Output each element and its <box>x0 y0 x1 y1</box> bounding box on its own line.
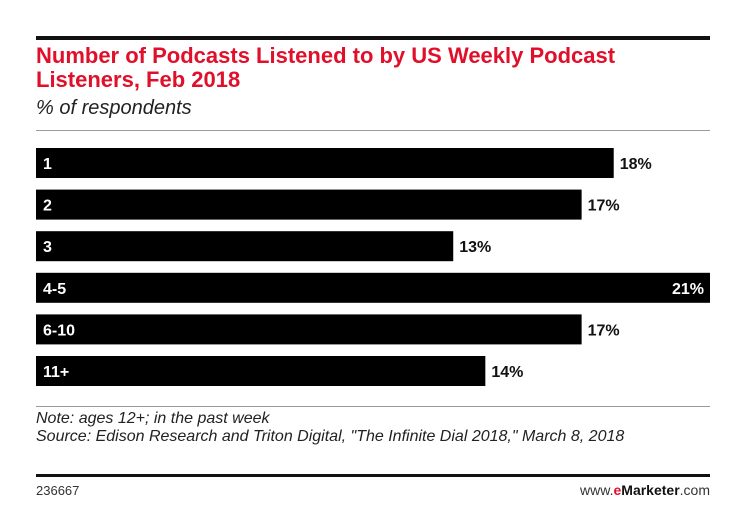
value-label-1: 18% <box>620 156 652 173</box>
value-label-6-10: 17% <box>588 322 620 339</box>
brand-name: Marketer <box>621 482 680 498</box>
chart-id: 236667 <box>36 483 80 498</box>
top-rule <box>36 36 710 40</box>
category-label-4-5: 4-5 <box>43 281 66 298</box>
value-label-3: 13% <box>459 239 491 256</box>
note-text: Note: ages 12+; in the past week <box>36 410 270 427</box>
brand-link[interactable]: www.eMarketer.com <box>580 482 710 498</box>
bar-6-10 <box>36 314 582 345</box>
bar-1 <box>36 148 614 178</box>
chart-notes: Note: ages 12+; in the past week Source:… <box>36 410 710 446</box>
category-label-1: 1 <box>43 156 52 173</box>
bar-3 <box>36 231 454 262</box>
brand-prefix: www. <box>580 482 614 498</box>
brand-e: e <box>613 482 622 498</box>
value-label-4-5: 21% <box>672 281 704 298</box>
chart-title: Number of Podcasts Listened to by US Wee… <box>36 43 616 92</box>
value-label-11+: 14% <box>491 364 523 381</box>
chart-subtitle: % of respondents <box>36 97 192 119</box>
bar-2 <box>36 189 582 220</box>
brand-suffix: .com <box>679 482 710 498</box>
category-label-6-10: 6-10 <box>43 322 75 339</box>
category-label-2: 2 <box>43 198 52 215</box>
value-label-2: 17% <box>588 198 620 215</box>
bar-4-5 <box>36 272 710 303</box>
bottom-rule <box>36 474 710 477</box>
note-rule <box>36 406 710 407</box>
source-text: Source: Edison Research and Triton Digit… <box>36 428 625 445</box>
bar-11+ <box>36 356 486 386</box>
category-label-3: 3 <box>43 239 52 256</box>
subtitle-rule <box>36 130 710 131</box>
category-label-11+: 11+ <box>43 364 69 381</box>
